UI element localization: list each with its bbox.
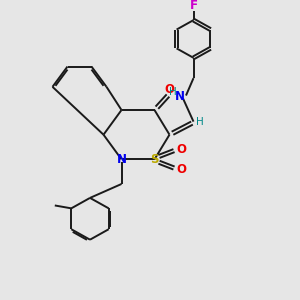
- Text: F: F: [190, 0, 197, 12]
- Text: H: H: [169, 87, 176, 97]
- Text: S: S: [150, 153, 159, 166]
- Text: N: N: [174, 90, 184, 103]
- Text: O: O: [164, 83, 175, 96]
- Text: N: N: [116, 153, 127, 166]
- Text: O: O: [176, 163, 186, 176]
- Text: O: O: [176, 143, 186, 156]
- Text: H: H: [196, 117, 204, 127]
